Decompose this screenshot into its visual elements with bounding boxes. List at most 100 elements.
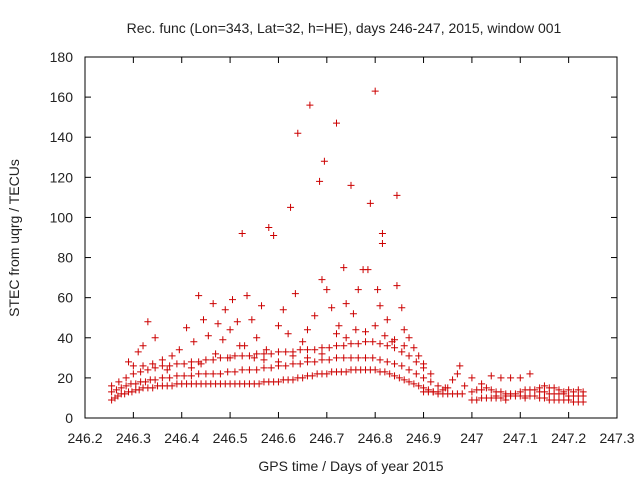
data-point [134, 348, 142, 356]
plot-frame [84, 56, 618, 419]
data-point [453, 370, 461, 378]
data-point [429, 388, 437, 396]
data-point [195, 370, 203, 378]
data-point [284, 330, 292, 338]
y-tick-label: 0 [65, 410, 73, 426]
data-point [405, 352, 413, 360]
data-point [434, 390, 442, 398]
data-point [521, 394, 529, 402]
data-point [274, 322, 282, 330]
data-point [289, 376, 297, 384]
data-point [497, 388, 505, 396]
y-axis: 0 20 40 60 80 100 120 140 160 180 [50, 49, 617, 426]
data-point [260, 350, 268, 358]
data-point [311, 358, 319, 366]
data-point [439, 386, 447, 394]
data-point [248, 316, 256, 324]
data-point [497, 374, 505, 382]
data-point [253, 366, 261, 374]
data-point [579, 398, 587, 406]
data-point [129, 362, 137, 370]
data-point [579, 388, 587, 396]
data-point [144, 318, 152, 326]
data-point [332, 330, 340, 338]
data-point [540, 388, 548, 396]
data-point [391, 344, 399, 352]
data-point [168, 352, 176, 360]
data-point [318, 276, 326, 284]
data-point [311, 312, 319, 320]
data-point [478, 380, 486, 388]
data-point [250, 354, 258, 362]
data-point [347, 354, 355, 362]
data-point [291, 290, 299, 298]
data-point [410, 380, 418, 388]
data-point [482, 384, 490, 392]
data-point [168, 382, 176, 390]
data-point [369, 338, 377, 346]
data-point [332, 119, 340, 127]
data-point [125, 358, 133, 366]
data-point [274, 348, 282, 356]
data-point [516, 374, 524, 382]
data-point [318, 344, 326, 352]
data-point [163, 366, 171, 374]
data-point [386, 370, 394, 378]
data-point [258, 302, 266, 310]
data-point [383, 342, 391, 350]
data-point [216, 354, 224, 362]
data-point [117, 384, 125, 392]
data-point [128, 388, 136, 396]
data-point [311, 346, 319, 354]
data-point [393, 191, 401, 199]
data-point [204, 332, 212, 340]
data-point [187, 358, 195, 366]
data-point [378, 229, 386, 237]
data-point [400, 326, 408, 334]
data-point [282, 362, 290, 370]
x-tick-label: 246.5 [213, 430, 248, 446]
data-point [325, 344, 333, 352]
y-tick-label: 40 [57, 330, 73, 346]
y-tick-label: 140 [50, 129, 74, 145]
data-point [507, 374, 515, 382]
data-point [420, 360, 428, 368]
data-point [560, 388, 568, 396]
data-point [224, 368, 232, 376]
data-point [393, 282, 401, 290]
data-point [325, 356, 333, 364]
data-point [502, 396, 510, 404]
data-point [376, 340, 384, 348]
chart-title: Rec. func (Lon=343, Lat=32, h=HE), days … [127, 20, 562, 36]
data-point [347, 340, 355, 348]
data-point [352, 326, 360, 334]
data-point [332, 354, 340, 362]
data-point [195, 292, 203, 300]
data-point [253, 334, 261, 342]
data-point [245, 366, 253, 374]
data-point [383, 316, 391, 324]
data-point [526, 370, 534, 378]
data-point [398, 362, 406, 370]
x-tick-label: 246.9 [406, 430, 441, 446]
data-point [139, 362, 147, 370]
data-point [531, 386, 539, 394]
data-point [323, 286, 331, 294]
data-point [129, 370, 137, 378]
x-tick-label: 247.3 [599, 430, 634, 446]
data-point [362, 338, 370, 346]
data-point [415, 382, 423, 390]
data-point [391, 372, 399, 380]
data-point [173, 372, 181, 380]
data-point [267, 350, 275, 358]
x-tick-label: 246.2 [67, 430, 102, 446]
data-point [540, 382, 548, 390]
x-tick-label: 246.6 [261, 430, 296, 446]
data-point [238, 366, 246, 374]
data-point [405, 378, 413, 386]
data-point [212, 350, 220, 358]
data-point [328, 304, 336, 312]
data-point [229, 296, 237, 304]
data-point [342, 368, 350, 376]
